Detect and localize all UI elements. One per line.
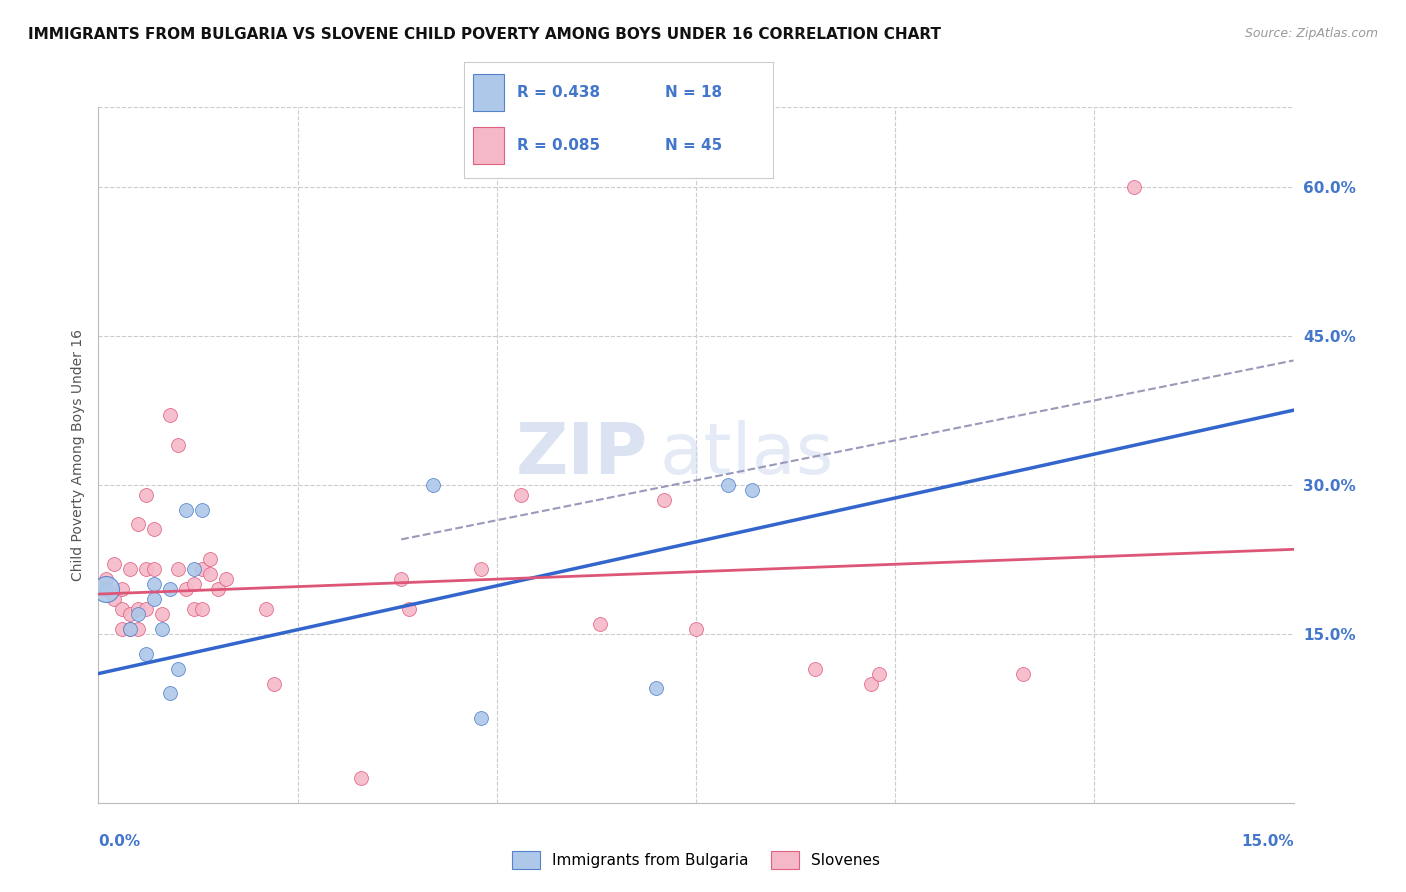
Point xyxy=(470,562,492,576)
Legend: Immigrants from Bulgaria, Slovenes: Immigrants from Bulgaria, Slovenes xyxy=(506,846,886,875)
Point xyxy=(645,681,668,696)
Point xyxy=(159,582,181,596)
Point xyxy=(198,552,221,566)
Text: atlas: atlas xyxy=(661,420,835,490)
Text: N = 18: N = 18 xyxy=(665,85,723,100)
Y-axis label: Child Poverty Among Boys Under 16: Child Poverty Among Boys Under 16 xyxy=(70,329,84,581)
Point xyxy=(135,562,157,576)
Point xyxy=(143,592,166,607)
Text: R = 0.438: R = 0.438 xyxy=(516,85,600,100)
Point xyxy=(127,517,149,532)
Point xyxy=(191,562,214,576)
Point xyxy=(167,662,190,676)
Point xyxy=(1011,666,1033,681)
Point xyxy=(159,686,181,700)
Point xyxy=(254,602,277,616)
Point xyxy=(135,647,157,661)
Point xyxy=(191,602,214,616)
Point xyxy=(589,616,612,631)
Point xyxy=(804,662,827,676)
Point xyxy=(183,602,205,616)
Point xyxy=(685,622,707,636)
Text: N = 45: N = 45 xyxy=(665,138,723,153)
Point xyxy=(422,477,444,491)
Bar xyxy=(474,74,505,112)
Point xyxy=(174,502,197,516)
Point xyxy=(868,666,890,681)
Point xyxy=(183,562,205,576)
Point xyxy=(717,477,740,491)
Point xyxy=(1123,179,1146,194)
Point xyxy=(96,572,118,586)
Point xyxy=(96,582,118,596)
Point xyxy=(103,558,125,572)
Point xyxy=(470,711,492,725)
Point xyxy=(652,492,675,507)
Text: IMMIGRANTS FROM BULGARIA VS SLOVENE CHILD POVERTY AMONG BOYS UNDER 16 CORRELATIO: IMMIGRANTS FROM BULGARIA VS SLOVENE CHIL… xyxy=(28,27,941,42)
Point xyxy=(135,602,157,616)
Point xyxy=(111,622,134,636)
Point xyxy=(167,562,190,576)
Point xyxy=(127,602,149,616)
Text: 0.0%: 0.0% xyxy=(98,834,141,849)
Point xyxy=(191,502,214,516)
Point xyxy=(150,622,173,636)
Point xyxy=(127,622,149,636)
Text: R = 0.085: R = 0.085 xyxy=(516,138,600,153)
Bar xyxy=(474,128,505,164)
Text: ZIP: ZIP xyxy=(516,420,648,490)
Point xyxy=(215,572,238,586)
Point xyxy=(150,607,173,621)
Point xyxy=(263,676,285,690)
Point xyxy=(860,676,883,690)
Text: Source: ZipAtlas.com: Source: ZipAtlas.com xyxy=(1244,27,1378,40)
Point xyxy=(350,771,373,785)
Point xyxy=(111,582,134,596)
Point xyxy=(127,607,149,621)
Point xyxy=(174,582,197,596)
Point xyxy=(143,562,166,576)
Point xyxy=(120,622,142,636)
Point xyxy=(509,488,531,502)
Point xyxy=(120,562,142,576)
Point xyxy=(198,567,221,582)
Point xyxy=(96,582,118,596)
Point xyxy=(398,602,420,616)
Point xyxy=(120,607,142,621)
Point xyxy=(143,523,166,537)
Point xyxy=(389,572,412,586)
Point xyxy=(207,582,229,596)
Point xyxy=(143,577,166,591)
Text: 15.0%: 15.0% xyxy=(1241,834,1294,849)
Point xyxy=(167,438,190,452)
Point xyxy=(103,592,125,607)
Point xyxy=(135,488,157,502)
Point xyxy=(111,602,134,616)
Point xyxy=(159,408,181,422)
Point xyxy=(120,622,142,636)
Point xyxy=(183,577,205,591)
Point xyxy=(741,483,763,497)
